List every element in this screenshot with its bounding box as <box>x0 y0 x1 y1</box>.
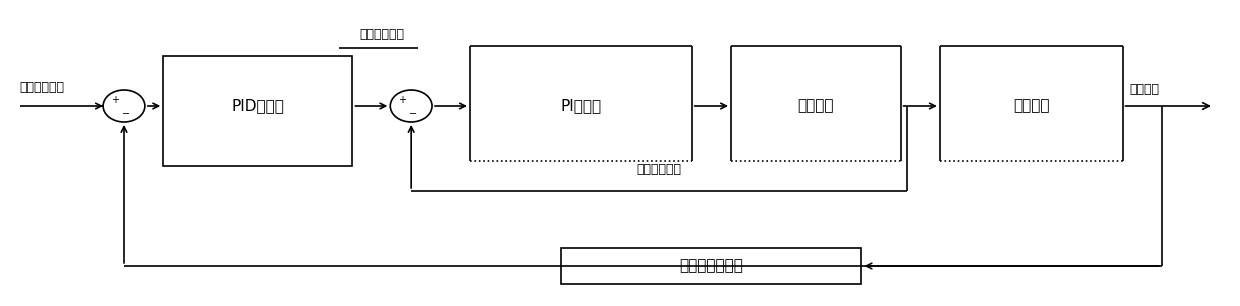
Text: −: − <box>409 109 418 119</box>
Text: PI控制器: PI控制器 <box>560 99 601 114</box>
Text: +: + <box>398 95 405 105</box>
Text: 车轮转角传感器: 车轮转角传感器 <box>680 259 743 274</box>
Text: PID控制器: PID控制器 <box>232 99 284 114</box>
Bar <box>562 248 862 284</box>
Text: 电机实际电流: 电机实际电流 <box>636 163 682 176</box>
Text: 转向机构: 转向机构 <box>1013 99 1049 114</box>
Text: −: − <box>122 109 130 119</box>
Bar <box>164 56 352 166</box>
Text: 理想转角信号: 理想转角信号 <box>20 81 64 94</box>
Text: +: + <box>110 95 119 105</box>
Text: 车轮转角: 车轮转角 <box>1130 83 1159 96</box>
Text: 电机理想电流: 电机理想电流 <box>360 28 404 41</box>
Text: 助力电机: 助力电机 <box>797 99 835 114</box>
